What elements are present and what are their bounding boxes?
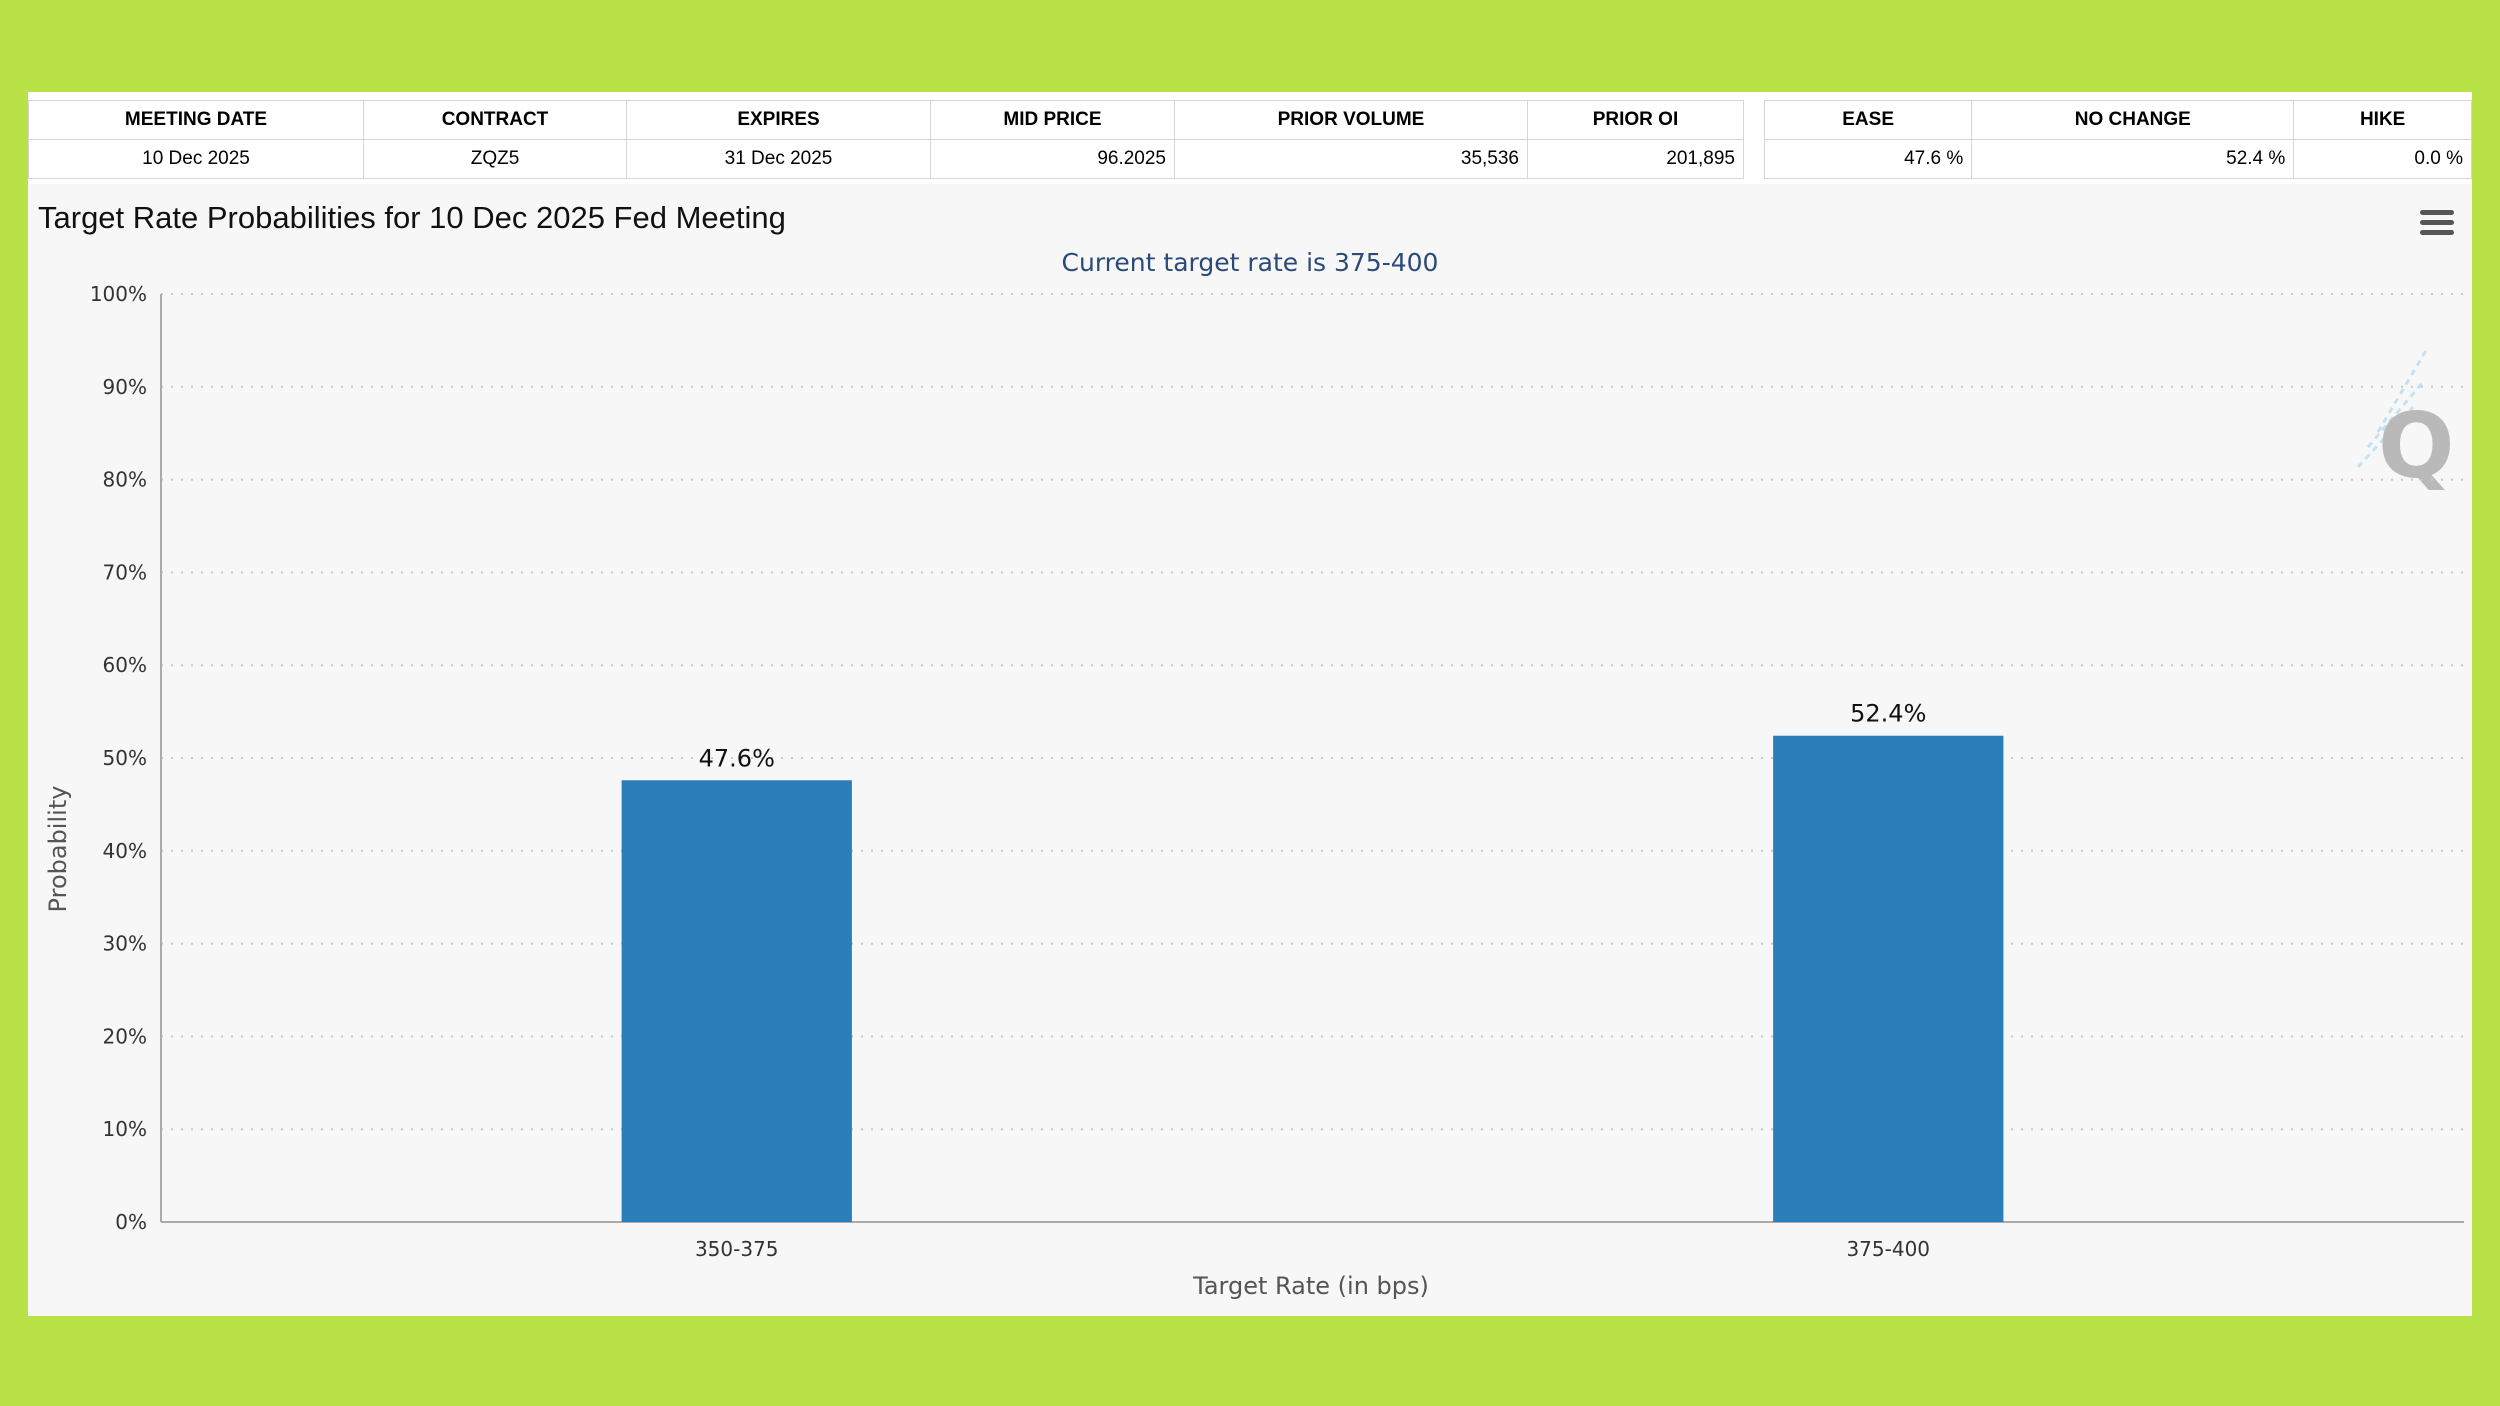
y-tick-label: 50%: [103, 746, 147, 770]
bar[interactable]: [1773, 735, 2004, 1222]
table-header-row: EASE NO CHANGE HIKE: [1763, 100, 2472, 140]
data-label: 52.4%: [1850, 700, 1926, 728]
table-header-row: MEETING DATE CONTRACT EXPIRES MID PRICE …: [28, 100, 1744, 140]
header-contract: CONTRACT: [363, 100, 627, 140]
cell-meeting-date: 10 Dec 2025: [28, 139, 364, 179]
probability-summary-table: EASE NO CHANGE HIKE 47.6 % 52.4 % 0.0 %: [1763, 100, 2472, 179]
y-tick-label: 100%: [90, 282, 147, 306]
cell-prior-oi: 201,895: [1527, 139, 1744, 179]
bar-chart: Q 0% 10% 20% 30% 40% 50% 60% 70% 80% 90% 100% 350-3…: [44, 282, 2464, 1300]
cell-expires: 31 Dec 2025: [626, 139, 931, 179]
cell-hike: 0.0 %: [2293, 139, 2472, 179]
header-no-change: NO CHANGE: [1971, 100, 2295, 140]
y-tick-label: 30%: [103, 932, 147, 956]
header-expires: EXPIRES: [626, 100, 931, 140]
table-row: 10 Dec 2025 ZQZ5 31 Dec 2025 96.2025 35,…: [28, 139, 1744, 179]
table-row: 47.6 % 52.4 % 0.0 %: [1763, 139, 2472, 179]
q-logo-icon: Q: [2356, 346, 2455, 499]
cell-prior-volume: 35,536: [1174, 139, 1528, 179]
header-prior-oi: PRIOR OI: [1527, 100, 1744, 140]
chart-subtitle: Current target rate is 375-400: [1061, 248, 1439, 277]
meeting-info-table: MEETING DATE CONTRACT EXPIRES MID PRICE …: [28, 100, 1744, 179]
y-tick-label: 40%: [103, 839, 147, 863]
chart-panel: MEETING DATE CONTRACT EXPIRES MID PRICE …: [28, 92, 2472, 1316]
y-tick-label: 0%: [115, 1210, 147, 1234]
bar[interactable]: [621, 780, 852, 1222]
header-hike: HIKE: [2293, 100, 2472, 140]
header-ease: EASE: [1763, 100, 1973, 140]
y-tick-label: 60%: [103, 653, 147, 677]
header-prior-volume: PRIOR VOLUME: [1174, 100, 1528, 140]
hamburger-menu-icon[interactable]: [2420, 210, 2454, 240]
y-tick-label: 80%: [103, 468, 147, 492]
y-tick-label: 20%: [103, 1024, 147, 1048]
contract-tables: MEETING DATE CONTRACT EXPIRES MID PRICE …: [28, 92, 2472, 184]
chart-title: Target Rate Probabilities for 10 Dec 202…: [38, 200, 786, 235]
y-tick-label: 90%: [103, 375, 147, 399]
x-tick-label: 375-400: [1846, 1237, 1930, 1261]
svg-text:Q: Q: [2378, 394, 2455, 499]
cell-no-change: 52.4 %: [1971, 139, 2295, 179]
y-axis-title: Probability: [44, 786, 72, 913]
y-tick-label: 10%: [103, 1117, 147, 1141]
cell-mid-price: 96.2025: [930, 139, 1175, 179]
x-axis-title: Target Rate (in bps): [1192, 1272, 1429, 1300]
cell-contract: ZQZ5: [363, 139, 627, 179]
cell-ease: 47.6 %: [1763, 139, 1973, 179]
y-tick-label: 70%: [103, 560, 147, 584]
x-tick-label: 350-375: [695, 1237, 779, 1261]
header-meeting-date: MEETING DATE: [28, 100, 364, 140]
data-label: 47.6%: [699, 744, 775, 772]
